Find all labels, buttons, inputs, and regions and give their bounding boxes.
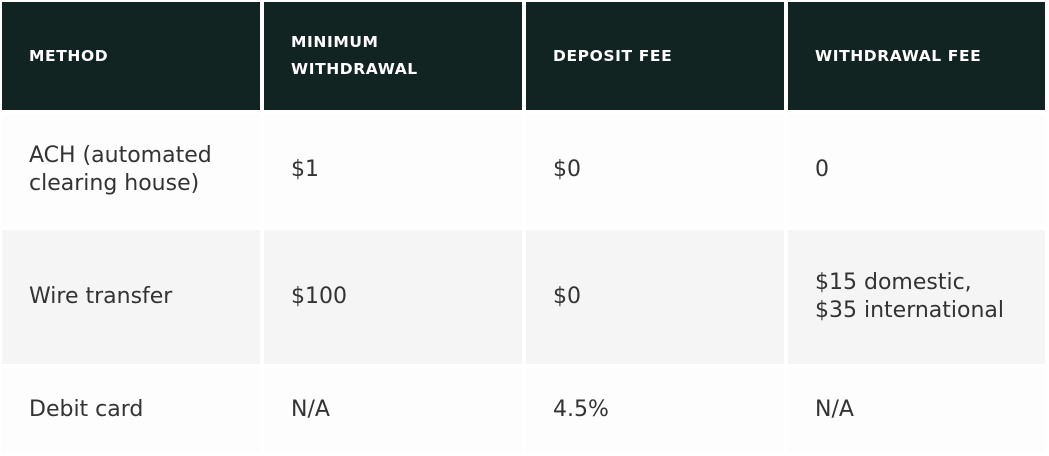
cell-text: $0 — [553, 157, 581, 182]
cell-text: Wire transfer — [29, 284, 173, 309]
row-debit-minimum-withdrawal: N/A — [264, 368, 522, 452]
row-debit-withdrawal-fee: N/A — [788, 368, 1045, 452]
cell-text: 4.5% — [553, 397, 609, 422]
header-deposit-fee: Deposit fee — [526, 2, 784, 110]
cell-text: ACH (automated clearing house) — [29, 143, 212, 196]
cell-text: Debit card — [29, 397, 144, 422]
row-wire-minimum-withdrawal: $100 — [264, 230, 522, 364]
row-ach-withdrawal-fee: 0 — [788, 114, 1045, 226]
row-ach-deposit-fee: $0 — [526, 114, 784, 226]
row-wire-withdrawal-fee: $15 domestic, $35 international — [788, 230, 1045, 364]
header-minimum-withdrawal: Minimum withdrawal — [264, 2, 522, 110]
row-ach-minimum-withdrawal: $1 — [264, 114, 522, 226]
cell-text: N/A — [815, 397, 854, 422]
row-ach-method: ACH (automated clearing house) — [2, 114, 260, 226]
header-method: Method — [2, 2, 260, 110]
header-deposit-fee-label: Deposit fee — [553, 46, 673, 65]
cell-text: N/A — [291, 397, 330, 422]
row-debit-deposit-fee: 4.5% — [526, 368, 784, 452]
cell-text: $15 domestic, $35 international — [815, 270, 1005, 323]
header-minimum-withdrawal-label: Minimum withdrawal — [291, 33, 418, 78]
cell-text: $0 — [553, 284, 581, 309]
row-debit-method: Debit card — [2, 368, 260, 452]
cell-text: $100 — [291, 284, 347, 309]
cell-text: $1 — [291, 157, 319, 182]
row-wire-method: Wire transfer — [2, 230, 260, 364]
row-wire-deposit-fee: $0 — [526, 230, 784, 364]
cell-text: 0 — [815, 157, 829, 182]
header-withdrawal-fee-label: Withdrawal fee — [815, 46, 982, 65]
header-withdrawal-fee: Withdrawal fee — [788, 2, 1045, 110]
header-method-label: Method — [29, 46, 109, 65]
